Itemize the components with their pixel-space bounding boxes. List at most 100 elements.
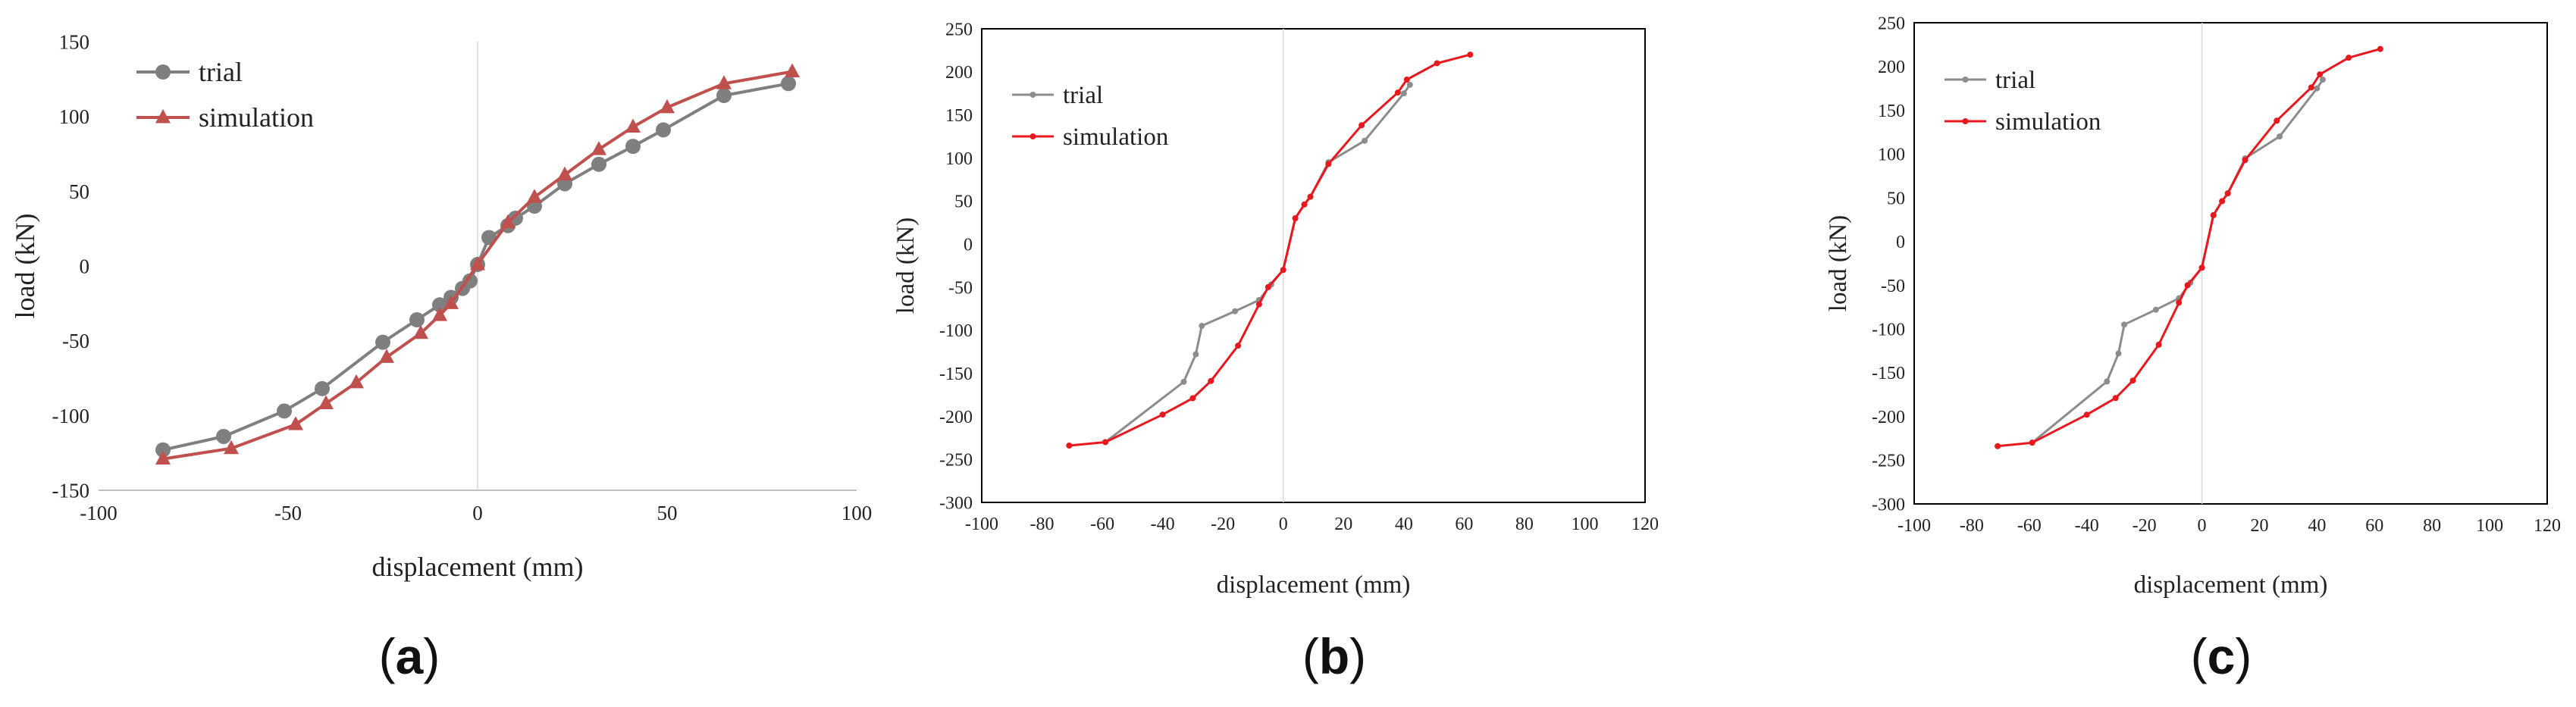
chart-c-legend-simulation-marker [1962, 118, 1969, 124]
chart-a-simulation-point [591, 141, 606, 155]
chart-a-ytick-label: 0 [80, 255, 90, 277]
chart-a-simulation-point [500, 214, 516, 229]
chart-a-trial-point [155, 442, 171, 458]
chart-a-simulation-point [785, 63, 800, 77]
chart-panel-c: -300 -250 -200 -150 -100 -50 0 50 100 150 200 250 -1… [1804, 0, 2576, 621]
chart-c-ytick-label: -300 [1872, 495, 1905, 515]
chart-b-legend-simulation-marker [1029, 133, 1036, 139]
chart-a-trial-point [375, 334, 390, 350]
chart-b-xtick-label: 100 [1571, 515, 1598, 534]
chart-a-trial-point [216, 428, 231, 444]
chart-a-simulation-point [379, 349, 394, 363]
chart-c-simulation-point [2210, 212, 2217, 218]
chart-c-simulation-point [2029, 440, 2035, 446]
chart-b-xtick-label: 120 [1631, 515, 1659, 534]
chart-a-legend-simulation-label: simulation [199, 102, 314, 133]
chart-b-xtick-label: -80 [1030, 515, 1055, 534]
chart-c-simulation-point [2274, 117, 2280, 124]
chart-c-simulation-point [2129, 377, 2136, 384]
chart-a-simulation-point [432, 307, 447, 321]
chart-b-trial-point [1232, 308, 1239, 314]
chart-c-simulation-point [2184, 282, 2191, 289]
chart-c-xtick-label: -20 [2133, 516, 2157, 536]
chart-c-ytick-label: 0 [1896, 233, 1905, 252]
chart-b-xtick-label: -100 [965, 515, 998, 534]
caption-b: (b) [1302, 628, 1367, 684]
chart-c-ytick-label: 100 [1878, 145, 1905, 165]
chart-b-simulation-point [1208, 377, 1214, 384]
chart-a-trial-point [716, 88, 732, 104]
chart-c-ytick-label: 150 [1878, 102, 1905, 121]
chart-c-xtick-label: 80 [2423, 516, 2441, 536]
chart-c-ytick-label: 50 [1887, 189, 1905, 208]
chart-c-ytick-label: 200 [1878, 58, 1905, 77]
chart-a-simulation-point [557, 166, 572, 181]
chart-b-ytick-label: 250 [945, 20, 973, 39]
chart-c-plot-frame [1913, 22, 2548, 505]
chart-a-simulation-point [288, 416, 303, 430]
chart-c-simulation-point [2155, 341, 2162, 348]
chart-a-ytick-label: -50 [62, 330, 89, 352]
caption-a: (a) [378, 628, 440, 684]
chart-c-svg: -300-250-200-150-100-50050100150200250-1… [1825, 14, 2561, 599]
chart-a-trial-point [462, 273, 478, 289]
chart-c-simulation-point [2219, 198, 2226, 205]
chart-a-ytick-label: -150 [52, 479, 90, 502]
chart-c-simulation-point [2346, 55, 2352, 61]
chart-b-trial-point [1362, 137, 1368, 144]
chart-a-ytick-label: 50 [69, 180, 89, 203]
chart-c-simulation-point [2242, 157, 2249, 164]
chart-a-simulation-point [527, 189, 542, 203]
chart-c-trial-point [2319, 77, 2326, 83]
chart-panel-a: -150 -100 -50 0 50 100 150 -100 -50 0 50 100 displac… [0, 0, 872, 621]
chart-a-simulation-point [318, 395, 334, 410]
chart-a-ytick-label: 150 [59, 30, 90, 53]
chart-a-simulation-point [625, 118, 641, 133]
chart-c-trial-point [2121, 321, 2128, 328]
chart-c-simulation-point [2224, 190, 2231, 197]
chart-b-simulation-point [1066, 443, 1073, 449]
chart-b-simulation-point [1394, 89, 1401, 96]
chart-a-legend-trial-label: trial [199, 57, 243, 87]
chart-a-simulation-point [413, 324, 428, 339]
chart-b-trial-point [1400, 90, 1407, 97]
chart-a-simulation-point [443, 295, 459, 309]
chart-b-ytick-label: 150 [945, 106, 973, 126]
chart-c-xtick-label: 100 [2476, 516, 2503, 536]
chart-c-xtick-label: 0 [2198, 516, 2207, 536]
caption-c-letter: c [2207, 628, 2236, 684]
chart-b-simulation-point [1280, 267, 1286, 274]
chart-a-xtick-label: -100 [80, 502, 118, 524]
chart-c-simulation-point [2377, 45, 2383, 52]
chart-b-simulation-point [1264, 283, 1271, 290]
chart-c-simulation-point [2176, 299, 2183, 306]
chart-a-xtick-label: 50 [657, 502, 678, 524]
chart-b-ytick-label: 100 [945, 149, 973, 169]
chart-a-trial-point [315, 380, 330, 396]
chart-c-simulation-point [2308, 84, 2314, 91]
chart-a-series-simulation [155, 63, 800, 465]
chart-b-simulation-point [1434, 60, 1440, 67]
chart-b-trial-point [1406, 81, 1413, 88]
chart-b-ytick-label: -200 [939, 408, 973, 427]
chart-c-ytick-label: -250 [1872, 452, 1905, 471]
caption-a-letter: a [395, 628, 424, 684]
chart-b-simulation-point [1467, 52, 1474, 58]
chart-b-xtick-label: 60 [1455, 515, 1473, 534]
caption-c: (c) [2190, 628, 2252, 684]
chart-b-svg: -300-250-200-150-100-50050100150200250-1… [892, 20, 1659, 599]
chart-b-simulation-point [1359, 122, 1365, 129]
chart-c-simulation-point [2112, 395, 2119, 402]
chart-a-ylabel: load (kN) [10, 214, 40, 319]
chart-c-xtick-label: -80 [1960, 516, 1984, 536]
chart-a-trial-point [656, 122, 671, 138]
chart-b-ytick-label: -300 [939, 493, 973, 513]
chart-a-trial-point [277, 403, 292, 419]
chart-b-ytick-label: -50 [948, 278, 973, 298]
chart-a-trial-point [591, 156, 606, 172]
chart-b-simulation-point [1301, 201, 1308, 208]
chart-a-xtick-label: 0 [472, 502, 483, 524]
chart-c-trial-point [2152, 306, 2159, 313]
chart-b-ytick-label: 200 [945, 63, 973, 83]
chart-b-plot-frame [981, 28, 1646, 503]
